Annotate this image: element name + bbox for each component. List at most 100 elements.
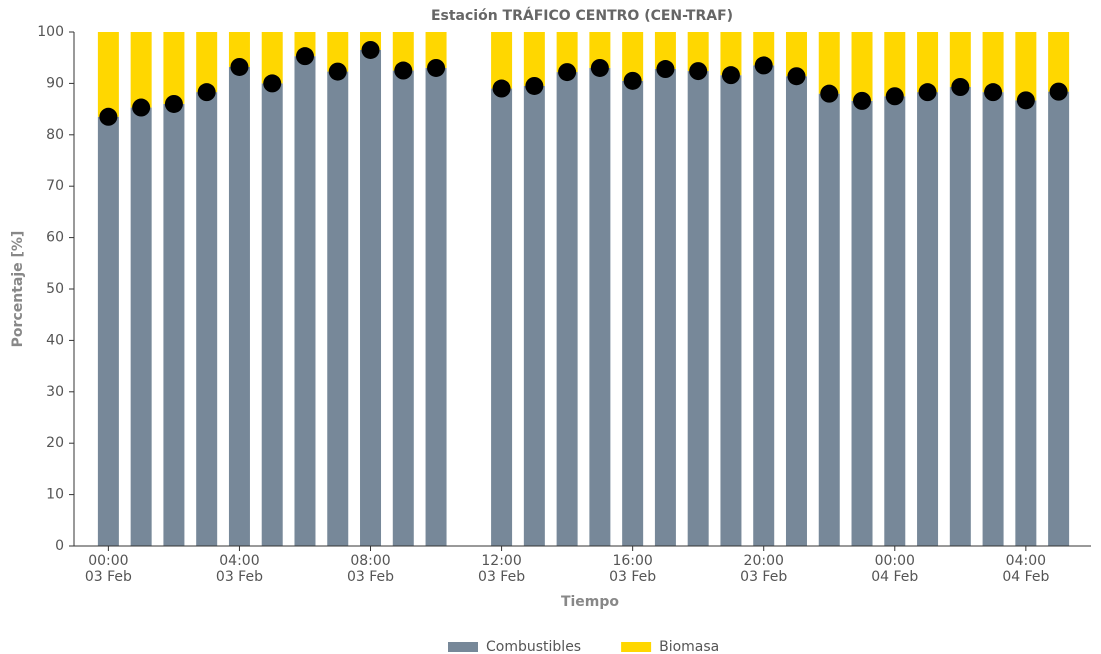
point — [1016, 91, 1035, 110]
point — [885, 87, 904, 106]
x-axis-title: Tiempo — [561, 594, 619, 610]
bar-segment — [261, 32, 283, 84]
bar-segment — [884, 32, 906, 97]
x-tick-label: 00:00 — [88, 553, 128, 569]
bar-segment — [392, 70, 414, 547]
y-tick-label: 100 — [37, 24, 64, 40]
bar-segment — [622, 32, 644, 81]
y-tick-label: 40 — [46, 332, 64, 348]
y-tick-label: 70 — [46, 178, 64, 194]
bar-segment — [1048, 91, 1070, 547]
bar-segment — [1015, 100, 1037, 546]
point — [656, 60, 675, 79]
bar-segment — [753, 65, 775, 546]
x-tick-label: 03 Feb — [216, 569, 263, 585]
bar-segment — [982, 32, 1004, 93]
bar-segment — [851, 32, 873, 101]
bar-segment — [97, 32, 119, 117]
bar-segment — [1015, 32, 1037, 101]
point — [820, 84, 839, 103]
bar-segment — [720, 75, 742, 547]
x-tick-label: 03 Feb — [478, 569, 525, 585]
y-tick-label: 50 — [46, 281, 64, 297]
bar-segment — [818, 93, 840, 547]
legend-swatch — [621, 642, 652, 652]
legend-label: Biomasa — [659, 639, 719, 654]
y-tick-label: 80 — [46, 127, 64, 143]
point — [951, 77, 970, 96]
y-tick-label: 20 — [46, 435, 64, 451]
bar-segment — [294, 56, 316, 547]
bar-segment — [97, 116, 119, 546]
y-tick-label: 90 — [46, 75, 64, 91]
bar-segment — [196, 92, 218, 546]
bar-segment — [818, 32, 840, 94]
bar-segment — [523, 32, 545, 86]
bar-segment — [851, 100, 873, 546]
point — [230, 57, 249, 76]
y-axis-title: Porcentaje [%] — [10, 231, 26, 348]
point — [787, 67, 806, 86]
bar-segment — [1048, 32, 1070, 92]
point — [853, 91, 872, 110]
bar-segment — [654, 32, 676, 70]
x-tick-label: 03 Feb — [740, 569, 787, 585]
bar-segment — [753, 32, 775, 66]
x-tick-label: 08:00 — [350, 553, 390, 569]
bar-segment — [720, 32, 742, 76]
bar-segment — [785, 76, 807, 546]
bar-segment — [687, 32, 709, 72]
bar-segment — [654, 69, 676, 547]
point — [525, 76, 544, 95]
x-tick-label: 03 Feb — [85, 569, 132, 585]
bar-segment — [917, 32, 939, 93]
bar-segment — [556, 72, 578, 546]
bar-segment — [556, 32, 578, 73]
bar-segment — [491, 88, 513, 546]
x-tick-label: 04:00 — [219, 553, 259, 569]
x-tick-label: 03 Feb — [347, 569, 394, 585]
x-tick-label: 20:00 — [744, 553, 784, 569]
y-tick-label: 60 — [46, 230, 64, 246]
y-tick-label: 0 — [55, 538, 64, 554]
bar-segment — [917, 92, 939, 546]
point — [427, 58, 446, 77]
bar-segment — [523, 85, 545, 546]
bar-segment — [949, 86, 971, 547]
point — [721, 66, 740, 85]
point — [263, 74, 282, 93]
x-tick-label: 04 Feb — [871, 569, 918, 585]
point — [590, 58, 609, 77]
point — [1049, 82, 1068, 101]
x-tick-label: 16:00 — [612, 553, 652, 569]
bar-segment — [163, 32, 185, 104]
point — [132, 98, 151, 117]
point — [558, 63, 577, 82]
point — [197, 83, 216, 102]
bar-segment — [425, 32, 447, 68]
y-tick-label: 10 — [46, 487, 64, 503]
bar-segment — [327, 71, 349, 546]
bar-segment — [589, 67, 611, 546]
bar-segment — [196, 32, 218, 93]
bar-segment — [785, 32, 807, 77]
x-tick-label: 04 Feb — [1002, 569, 1049, 585]
point — [394, 61, 413, 80]
bar-segment — [261, 83, 283, 547]
legend-label: Combustibles — [486, 639, 581, 654]
x-tick-label: 03 Feb — [609, 569, 656, 585]
x-tick-label: 00:00 — [875, 553, 915, 569]
point — [918, 83, 937, 102]
point — [328, 62, 347, 81]
bar-segment — [884, 96, 906, 546]
bar-segment — [130, 32, 152, 108]
point — [984, 83, 1003, 102]
point — [689, 62, 708, 81]
point — [164, 94, 183, 113]
point — [754, 56, 773, 75]
chart-title: Estación TRÁFICO CENTRO (CEN-TRAF) — [431, 7, 733, 24]
point — [99, 107, 118, 126]
point — [492, 79, 511, 98]
bar-segment — [327, 32, 349, 72]
